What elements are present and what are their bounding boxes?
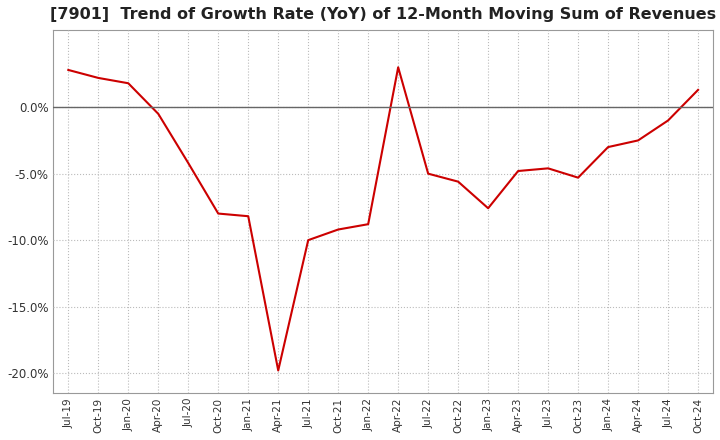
Title: [7901]  Trend of Growth Rate (YoY) of 12-Month Moving Sum of Revenues: [7901] Trend of Growth Rate (YoY) of 12-… [50, 7, 716, 22]
